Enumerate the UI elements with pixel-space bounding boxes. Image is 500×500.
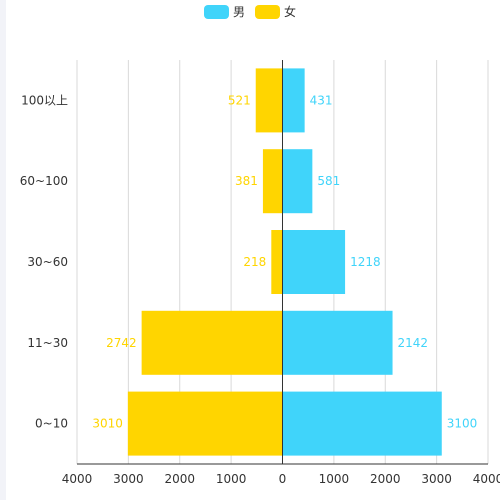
legend-label-male: 男 [232,5,245,19]
x-tick-label: 1000 [216,472,247,486]
bar-male [282,230,346,294]
legend-swatch-female [255,4,280,19]
bar-male [282,149,313,214]
data-label-female: 381 [235,174,258,188]
x-tick-label: 2000 [164,472,195,486]
data-label-male: 431 [310,93,333,107]
bar-female [271,230,283,294]
bar-female [127,391,283,456]
x-tick-label: 3000 [113,472,144,486]
legend-item-male[interactable]: 男 [203,3,245,20]
legend-swatch-male [203,4,229,19]
bar-female [262,149,283,214]
category-label: 30~60 [27,255,68,269]
legend-label-female: 女 [284,5,297,19]
bar-male [282,391,442,456]
x-tick-label: 0 [279,472,287,486]
x-tick-label: 4000 [473,472,500,486]
category-label: 0~10 [35,417,68,431]
x-tick-label: 4000 [62,472,93,486]
data-label-female: 521 [228,93,251,107]
category-label: 11~30 [27,336,68,350]
bar-male [282,310,393,375]
left-edge-strip [0,0,6,500]
category-label: 60~100 [20,174,68,188]
legend: 男 女 [0,3,500,20]
legend-item-female[interactable]: 女 [255,3,296,20]
data-label-male: 2142 [398,336,429,350]
bar-male [282,68,305,133]
data-label-male: 1218 [350,255,381,269]
data-label-male: 581 [317,174,340,188]
data-label-male: 3100 [447,417,478,431]
x-tick-label: 3000 [421,472,452,486]
x-tick-label: 1000 [319,472,350,486]
data-label-female: 3010 [92,417,123,431]
x-tick-label: 2000 [370,472,401,486]
data-label-female: 2742 [106,336,137,350]
category-label: 100以上 [21,93,68,107]
data-label-female: 218 [243,255,266,269]
bar-female [141,310,283,375]
bar-female [255,68,283,133]
